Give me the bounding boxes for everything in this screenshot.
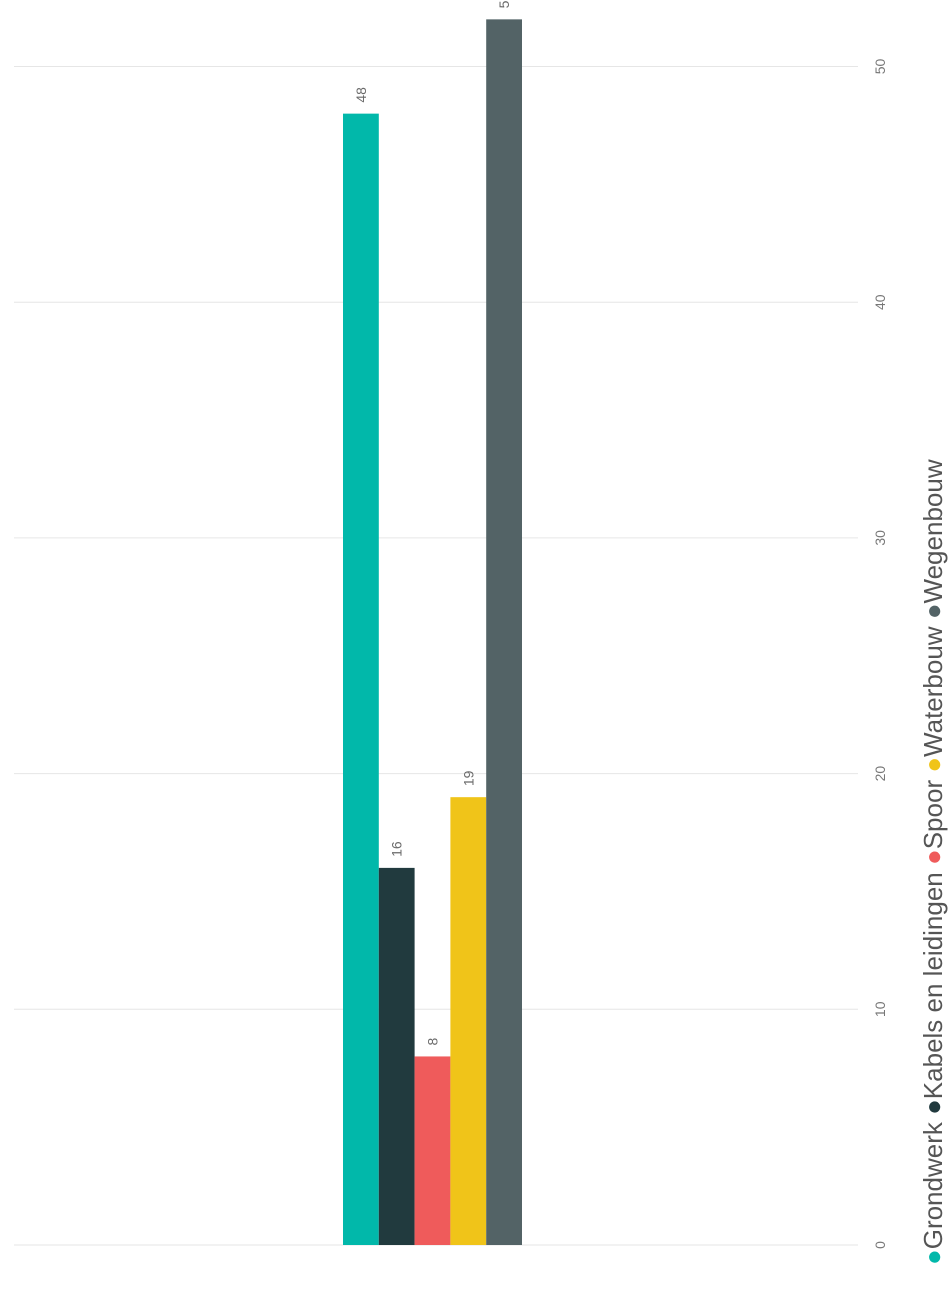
axis-tick-label: 20: [872, 766, 888, 782]
axis-tick-label: 40: [872, 294, 888, 310]
axis-tick-label: 30: [872, 530, 888, 546]
legend-item-label: Kabels en leidingen: [918, 872, 948, 1099]
legend-item-label: Waterbouw: [918, 626, 948, 757]
bar-kabels-en-leidingen: [378, 867, 415, 1245]
axis-tick-labels: 0 10 20 30 40 50: [872, 59, 888, 1249]
bars: [343, 19, 522, 1246]
legend-marker-icon: ●: [918, 1099, 948, 1122]
legend-marker-icon: ●: [918, 849, 948, 872]
legend-item-label: Spoor: [918, 780, 948, 850]
data-label: 52: [496, 0, 512, 8]
data-label: 19: [460, 770, 476, 786]
axis-tick-label: 50: [872, 59, 888, 75]
legend-text: ●Grondwerk ●Kabels en leidingen ●Spoor ●…: [918, 459, 948, 1265]
data-labels: 48 16 8 19 52: [353, 0, 512, 1045]
data-label: 8: [425, 1037, 441, 1045]
legend-marker-icon: ●: [918, 757, 948, 780]
grid-lines: [14, 66, 858, 1246]
legend-item-label: Wegenbouw: [918, 459, 948, 603]
data-label: 48: [353, 87, 369, 103]
legend: ●Grondwerk ●Kabels en leidingen ●Spoor ●…: [918, 459, 948, 1265]
bar-wegenbouw: [486, 19, 522, 1246]
bar-grondwerk: [343, 113, 379, 1245]
bar-waterbouw: [450, 797, 487, 1245]
bar-spoor: [414, 1056, 451, 1245]
legend-item-label: Grondwerk: [918, 1121, 948, 1249]
legend-marker-icon: ●: [918, 1249, 948, 1265]
axis-tick-label: 10: [872, 1001, 888, 1017]
data-label: 16: [389, 841, 405, 857]
legend-marker-icon: ●: [918, 603, 948, 626]
axis-tick-label: 0: [872, 1241, 888, 1249]
